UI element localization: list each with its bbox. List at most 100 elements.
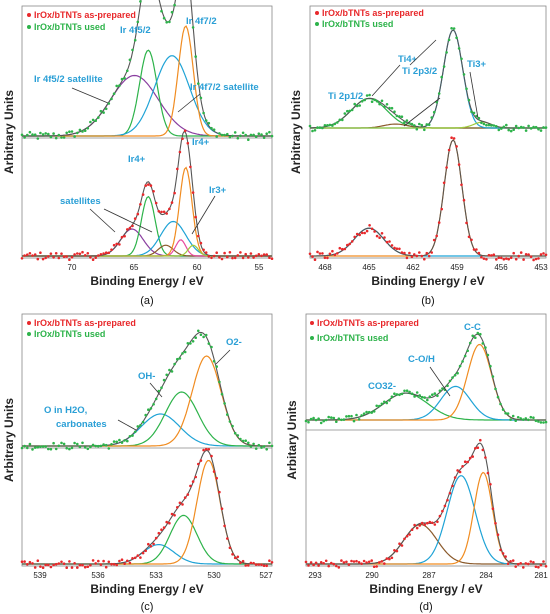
data-point (231, 553, 234, 556)
fit-component-brown (306, 523, 546, 565)
data-point (410, 255, 414, 259)
chart-b-plot (308, 27, 548, 262)
data-point (126, 228, 129, 231)
data-point (480, 121, 483, 125)
data-point (97, 559, 100, 563)
data-point (94, 444, 97, 448)
data-point (165, 520, 168, 524)
data-point (194, 55, 197, 58)
data-point (499, 402, 502, 406)
data-point (141, 420, 145, 424)
data-point (181, 503, 184, 506)
data-point (304, 419, 308, 423)
data-point (326, 256, 329, 260)
data-point (494, 387, 497, 391)
data-point (115, 563, 118, 567)
data-point (415, 254, 419, 258)
data-point (467, 98, 471, 102)
data-point (341, 247, 344, 251)
data-point (23, 560, 26, 563)
data-point (220, 392, 224, 396)
data-point (102, 443, 105, 446)
data-point (202, 448, 205, 452)
data-point (504, 555, 507, 558)
data-point (413, 253, 416, 256)
data-point (455, 145, 458, 148)
data-point (343, 247, 347, 251)
data-point (500, 127, 503, 130)
data-point (160, 210, 163, 214)
chart-a-xtick: 55 (255, 263, 264, 272)
data-point (380, 232, 384, 235)
data-point (375, 404, 379, 408)
data-point (128, 58, 132, 62)
data-point (52, 563, 55, 567)
data-point (472, 111, 476, 115)
data-point (239, 134, 242, 138)
data-point (327, 564, 331, 568)
data-point (128, 561, 132, 565)
annotation-arrow (371, 64, 401, 97)
data-point (385, 557, 389, 560)
chart-a-xtick: 65 (130, 263, 139, 272)
data-point (314, 418, 318, 422)
data-point (76, 131, 79, 135)
chart-c-caption: (c) (141, 601, 154, 613)
data-point (495, 258, 498, 261)
data-point (270, 561, 274, 564)
data-point (395, 247, 399, 250)
data-point (76, 252, 79, 255)
data-point (173, 362, 176, 366)
data-point (231, 134, 234, 138)
data-point (365, 561, 368, 564)
data-point (97, 116, 100, 119)
annotation-label: Ir 4f7/2 satellite (190, 82, 259, 93)
data-point (539, 563, 543, 567)
data-point (262, 136, 266, 139)
annotation-arrow (71, 87, 109, 104)
data-point (252, 133, 255, 137)
data-point (26, 133, 29, 137)
data-point (373, 230, 376, 233)
data-point (360, 231, 364, 235)
data-point (36, 446, 40, 449)
data-point (254, 563, 258, 566)
data-point (133, 38, 137, 42)
data-point (36, 559, 40, 562)
data-point (247, 138, 250, 141)
data-point (107, 560, 111, 564)
data-point (178, 357, 182, 360)
data-point (357, 418, 361, 421)
data-point (309, 561, 313, 564)
data-point (509, 256, 513, 260)
data-point (427, 123, 431, 127)
data-point (197, 462, 200, 466)
data-point (370, 411, 374, 414)
data-point (438, 389, 442, 393)
data-point (458, 364, 462, 368)
data-point (461, 360, 464, 363)
data-point (83, 565, 87, 569)
data-point (445, 166, 448, 169)
data-point (128, 435, 132, 438)
data-point (97, 444, 100, 448)
data-point (210, 126, 213, 130)
chart-c-xtick: 536 (91, 571, 105, 580)
chart-c-xtick: 533 (149, 571, 163, 580)
chart-b-caption: (b) (421, 295, 434, 307)
chart-a-plot (20, 0, 274, 262)
data-point (413, 523, 416, 527)
chart-b-xtick: 468 (318, 263, 332, 272)
data-point (504, 411, 507, 415)
data-point (393, 246, 396, 250)
data-point (544, 253, 548, 257)
data-point (204, 333, 208, 337)
legend-marker-used (310, 336, 314, 340)
annotation-label: Ir 4f5/2 (120, 25, 151, 36)
annotation-arrow (89, 208, 116, 233)
data-point (70, 566, 74, 569)
data-point (244, 564, 247, 567)
data-point (352, 419, 356, 423)
data-point (247, 564, 250, 567)
data-point (244, 439, 247, 443)
